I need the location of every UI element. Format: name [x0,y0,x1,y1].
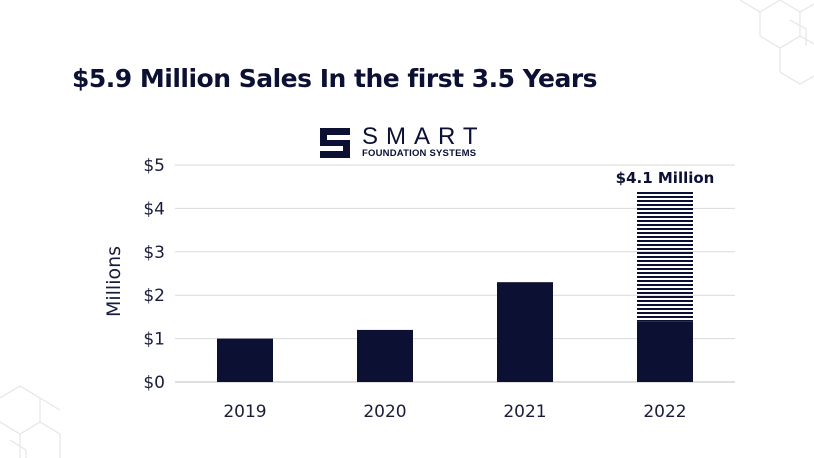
logo-tagline: FOUNDATION SYSTEMS [362,148,477,159]
y-tick-label: $2 [143,286,165,306]
x-tick-label: 2022 [643,402,686,422]
bar [497,282,553,382]
y-axis-label: Millions [103,246,125,317]
bar [357,329,413,382]
y-tick-label: $0 [143,373,165,393]
x-tick-label: 2019 [223,402,266,422]
bar [217,338,273,382]
y-tick-label: $4 [143,199,165,219]
bar-projected [637,191,693,322]
data-label: $4.1 Million [616,169,715,187]
logo-name: SMART [362,123,486,150]
bar [637,321,693,382]
y-tick-label: $1 [143,330,165,350]
smart-foundation-logo: SMART FOUNDATION SYSTEMS [318,123,498,166]
y-tick-label: $5 [143,156,165,176]
page-title: $5.9 Million Sales In the first 3.5 Year… [72,64,598,93]
logo-mark-icon [320,128,350,158]
y-tick-label: $3 [143,243,165,263]
x-tick-label: 2021 [503,402,546,422]
x-tick-label: 2020 [363,402,406,422]
